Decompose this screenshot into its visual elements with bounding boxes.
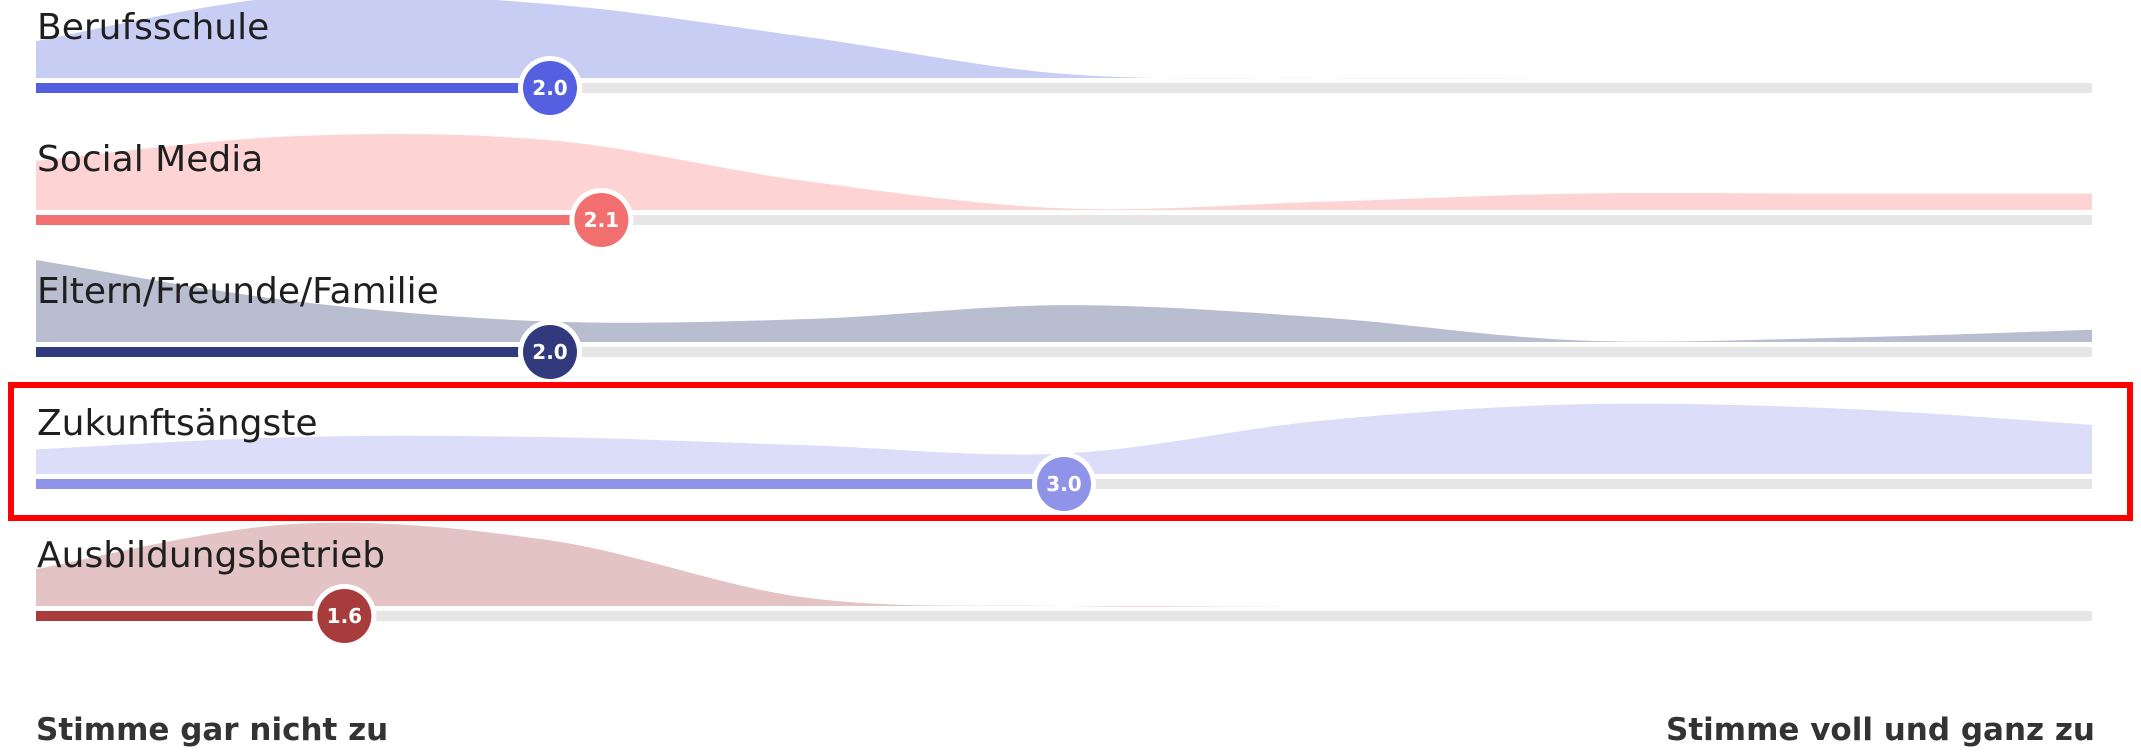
row-label: Berufsschule [37,7,269,48]
slider-fill [36,347,550,357]
value-label: 2.0 [532,340,567,364]
slider-track [36,611,2092,621]
scale-min-label: Stimme gar nicht zu [36,712,389,748]
value-label: 2.0 [532,76,567,100]
highlight-box [8,382,2133,521]
slider-fill [36,83,550,93]
chart-row: Eltern/Freunde/Familie 2.0 [36,260,2092,384]
row-label: Ausbildungsbetrieb [37,535,385,576]
value-label: 2.1 [584,208,619,232]
value-label: 1.6 [327,604,362,628]
chart-row: Berufsschule 2.0 [36,0,2092,120]
distribution-area [36,0,2092,79]
distribution-area [36,134,2092,210]
slider-handle [523,61,577,115]
slider-fill [36,215,602,225]
distribution-area [36,522,2092,607]
chart-row: Zukunftsängste 3.0 [36,403,2092,516]
slider-track [36,215,2092,225]
row-label: Social Media [37,139,263,180]
distribution-area [36,403,2092,474]
chart-row: Social Media 2.1 [36,134,2092,252]
row-label: Zukunftsängste [37,403,318,444]
slider-fill [36,479,1064,489]
slider-handle [1037,457,1091,511]
slider-track [36,83,2092,93]
value-label: 3.0 [1046,472,1081,496]
chart-row: Ausbildungsbetrieb 1.6 [36,522,2092,648]
slider-track [36,347,2092,357]
scale-max-label: Stimme voll und ganz zu [1666,712,2095,748]
chart-rows: Berufsschule 2.0 Social Media 2.1 Eltern/Fre… [36,0,2092,648]
slider-handle [574,193,629,247]
row-label: Eltern/Freunde/Familie [37,271,439,312]
slider-handle [317,589,372,643]
slider-handle [523,325,577,379]
slider-fill [36,611,345,621]
